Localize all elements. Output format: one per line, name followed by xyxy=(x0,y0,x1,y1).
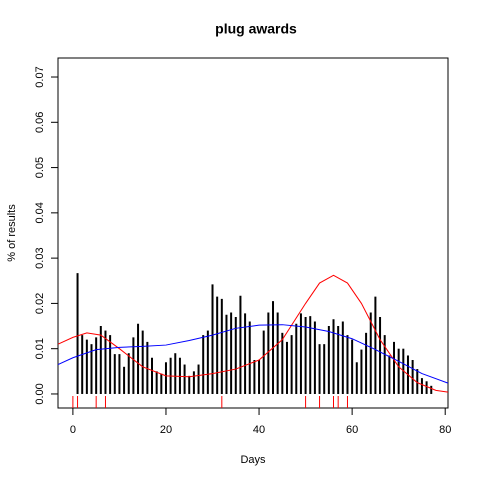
y-tick-label: 0.01 xyxy=(34,338,46,359)
x-tick-label: 40 xyxy=(253,424,265,436)
density-curve xyxy=(57,324,449,384)
x-axis-label: Days xyxy=(240,454,266,466)
x-tick-label: 20 xyxy=(160,424,172,436)
y-tick-label: 0.07 xyxy=(34,66,46,87)
y-tick-label: 0.03 xyxy=(34,247,46,268)
y-axis-label: % of results xyxy=(6,204,18,262)
y-tick-label: 0.05 xyxy=(34,157,46,178)
x-tick-label: 0 xyxy=(70,424,76,436)
x-tick-label: 60 xyxy=(346,424,358,436)
density-curve xyxy=(57,274,449,393)
x-tick-label: 80 xyxy=(439,424,451,436)
y-tick-label: 0.00 xyxy=(34,383,46,404)
y-tick-label: 0.04 xyxy=(34,202,46,223)
y-tick-label: 0.02 xyxy=(34,293,46,314)
y-tick-label: 0.06 xyxy=(34,112,46,133)
plot-box xyxy=(57,57,449,409)
chart-title: plug awards xyxy=(215,21,297,37)
